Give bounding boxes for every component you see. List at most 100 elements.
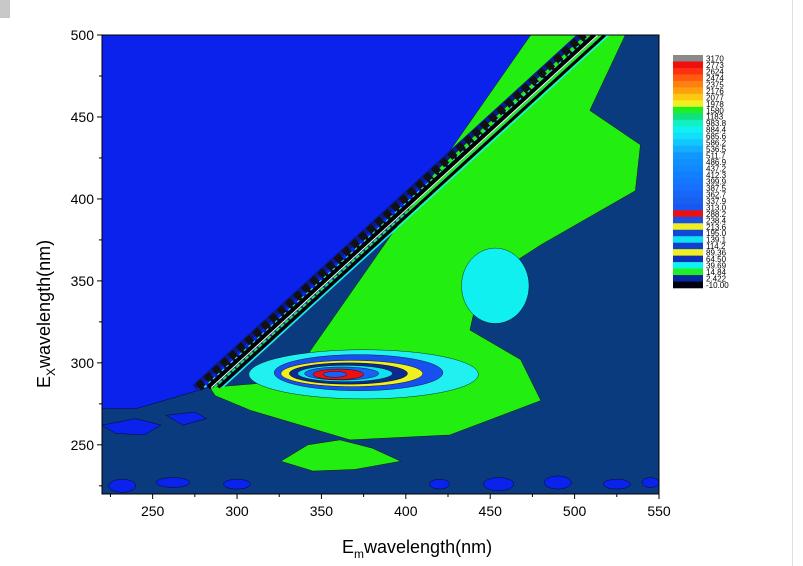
legend-swatch bbox=[673, 113, 703, 121]
color-legend: 3170277326242474237521762077197815801183… bbox=[673, 54, 729, 290]
legend-swatch bbox=[673, 100, 703, 108]
legend-swatch bbox=[673, 106, 703, 114]
legend-label: 14.84 bbox=[706, 268, 727, 277]
legend-swatch bbox=[673, 177, 703, 185]
legend-label: 195.0 bbox=[706, 229, 727, 238]
bottom-blue-8 bbox=[641, 477, 659, 488]
legend-label: 2176 bbox=[706, 87, 724, 96]
legend-swatch bbox=[673, 61, 703, 69]
legend-label: 399.9 bbox=[706, 177, 727, 186]
bottom-blue-6 bbox=[544, 475, 572, 490]
legend-swatch bbox=[673, 190, 703, 198]
legend-swatch bbox=[673, 165, 703, 172]
legend-label: 337.9 bbox=[706, 197, 727, 206]
window-edge bbox=[792, 0, 793, 566]
legend-label: 536.5 bbox=[706, 145, 727, 154]
legend-swatch bbox=[673, 55, 703, 62]
legend-swatch bbox=[673, 281, 703, 289]
legend-label: 288.2 bbox=[706, 210, 727, 219]
legend-swatch bbox=[673, 80, 703, 88]
legend-swatch bbox=[673, 268, 703, 276]
legend-label: 387.5 bbox=[706, 184, 727, 193]
legend-label: 2.422 bbox=[706, 275, 727, 284]
left-blue-patch-1 bbox=[102, 418, 162, 436]
legend-label: 685.6 bbox=[706, 132, 727, 141]
legend-swatch bbox=[673, 184, 703, 192]
x-tick-label: 350 bbox=[310, 503, 334, 519]
legend-label: 1580 bbox=[706, 106, 724, 115]
legend-swatch bbox=[673, 67, 703, 75]
legend-label: 983.8 bbox=[706, 119, 727, 128]
peak-center bbox=[322, 371, 347, 378]
bottom-blue-7 bbox=[603, 479, 631, 490]
legend-swatch bbox=[673, 152, 703, 159]
y-axis-label: EXwavelength(nm) bbox=[34, 240, 58, 388]
legend-label: 586.2 bbox=[706, 139, 727, 148]
legend-swatch bbox=[673, 210, 703, 218]
legend-swatch bbox=[673, 255, 703, 263]
bottom-blue-5 bbox=[483, 477, 515, 491]
scatter-band-line-3 bbox=[206, 35, 597, 390]
legend-label: 139.1 bbox=[706, 236, 727, 245]
legend-label: 1183 bbox=[706, 113, 724, 122]
legend-swatch bbox=[673, 126, 703, 133]
x-tick-label: 550 bbox=[647, 503, 671, 519]
legend-swatch bbox=[673, 249, 703, 256]
y-tick-label: 450 bbox=[71, 109, 95, 125]
green-region bbox=[209, 35, 641, 441]
legend-swatch bbox=[673, 242, 703, 250]
plot-frame bbox=[101, 34, 660, 495]
legend-label: 486.9 bbox=[706, 158, 727, 167]
y-tick-label: 350 bbox=[71, 273, 95, 289]
legend-swatch bbox=[673, 74, 703, 82]
x-tick-label: 400 bbox=[394, 503, 418, 519]
legend-swatch bbox=[673, 158, 703, 166]
scatter-band-line-7 bbox=[221, 35, 610, 389]
legend-swatch bbox=[673, 145, 703, 153]
legend-swatch bbox=[673, 262, 703, 269]
bottom-blue-2 bbox=[155, 477, 190, 488]
legend-label: 511.7 bbox=[706, 152, 726, 161]
legend-label: 884.4 bbox=[706, 126, 727, 135]
legend-swatch bbox=[673, 171, 703, 179]
bottom-blue-1 bbox=[108, 479, 136, 493]
legend-swatch bbox=[673, 223, 703, 231]
legend-swatch bbox=[673, 236, 703, 243]
bottom-blue-3 bbox=[223, 479, 251, 490]
scatter-band-line-5 bbox=[213, 35, 602, 389]
legend-label: 1978 bbox=[706, 100, 724, 109]
legend-label: 2375 bbox=[706, 80, 724, 89]
legend-swatch bbox=[673, 229, 703, 237]
legend-label: 39.69 bbox=[706, 262, 727, 271]
x-tick-label: 450 bbox=[479, 503, 503, 519]
legend-label: 2624 bbox=[706, 67, 724, 76]
legend-swatch bbox=[673, 216, 703, 224]
bottom-blue-4 bbox=[429, 479, 450, 490]
legend-swatch bbox=[673, 197, 703, 205]
x-tick-label: 250 bbox=[141, 503, 165, 519]
window-corner bbox=[0, 0, 10, 18]
scatter-band-line-1 bbox=[195, 35, 588, 391]
legend-label: -10.00 bbox=[706, 281, 729, 290]
y-tick-label: 250 bbox=[71, 437, 95, 453]
legend-label: 238.4 bbox=[706, 216, 727, 225]
legend-label: 412.3 bbox=[706, 171, 727, 180]
legend-label: 114.2 bbox=[706, 242, 726, 251]
scatter-band-line-4 bbox=[210, 35, 599, 388]
x-tick-label: 300 bbox=[225, 503, 249, 519]
legend-label: 89.36 bbox=[706, 249, 727, 258]
legend-swatch bbox=[673, 139, 703, 146]
y-tick-label: 500 bbox=[71, 27, 95, 43]
axes: 250 300 350 400 450 500 550 250 300 350 400 450 500 bbox=[71, 27, 671, 519]
legend-label: 64.50 bbox=[706, 255, 727, 264]
x-tick-label: 500 bbox=[563, 503, 587, 519]
lower-green-blob bbox=[280, 439, 402, 472]
scatter-band-line-6 bbox=[217, 35, 606, 389]
legend-label: 3170 bbox=[706, 54, 724, 63]
legend-label: 2773 bbox=[706, 61, 724, 70]
left-blue-patch-2 bbox=[165, 411, 208, 426]
legend-swatch bbox=[673, 203, 703, 211]
legend-label: 213.6 bbox=[706, 223, 727, 232]
x-axis-label: Emwavelength(nm) bbox=[342, 537, 492, 561]
